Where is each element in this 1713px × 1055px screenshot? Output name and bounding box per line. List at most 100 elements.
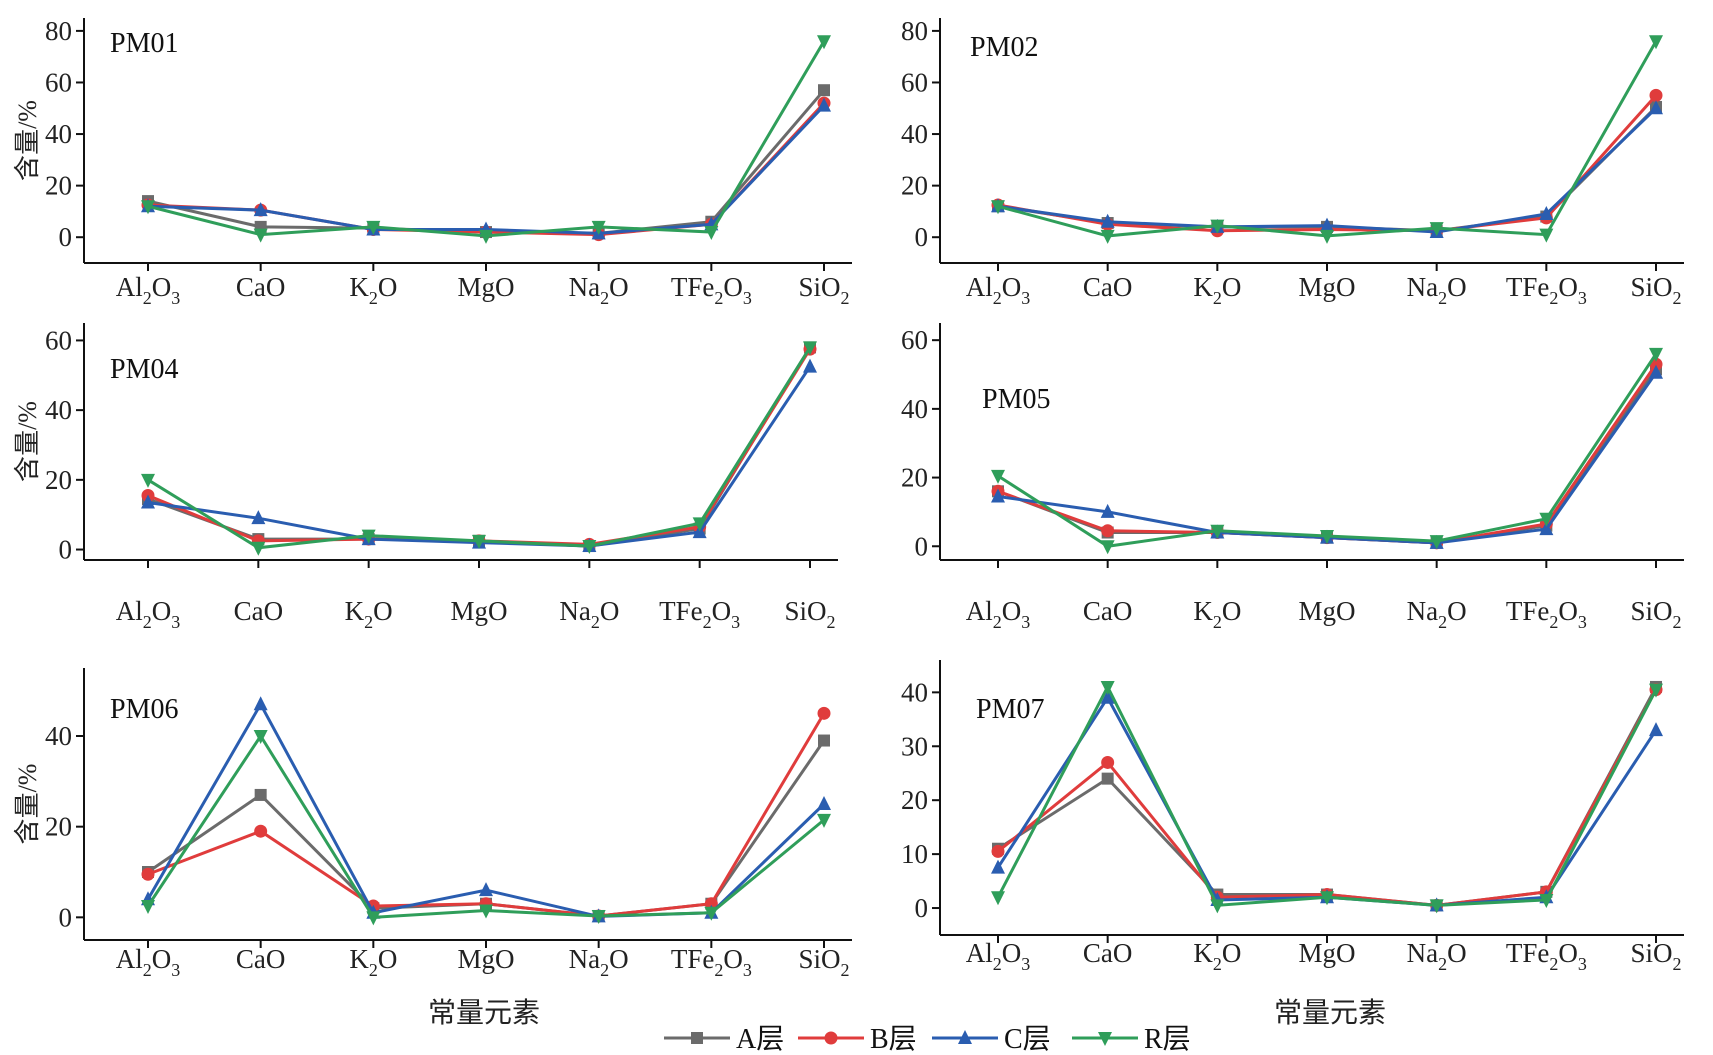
x-tick-label: Al2O3 <box>966 272 1031 308</box>
x-tick-label: Na2O <box>569 272 629 308</box>
y-tick-label: 40 <box>45 395 72 425</box>
x-tick-label: SiO2 <box>784 596 835 632</box>
y-tick-label: 60 <box>45 67 72 97</box>
data-point <box>991 200 1005 215</box>
x-tick-label: MgO <box>1298 596 1355 626</box>
data-point <box>254 824 268 838</box>
series-C层 <box>141 97 831 240</box>
x-tick-label: CaO <box>234 596 284 626</box>
data-point <box>1539 228 1554 243</box>
y-tick-label: 40 <box>901 677 928 707</box>
data-point <box>479 229 493 244</box>
y-tick-label: 0 <box>59 535 73 565</box>
data-point <box>1429 535 1444 550</box>
panel-pm01: 0 20 40 60 80 Al2O3 CaO K2O MgO Na2O TFe2O3 SiO2 PM0… <box>13 16 852 308</box>
series-line <box>997 94 1658 233</box>
y-tick-label: 10 <box>901 839 928 869</box>
panel-title: PM01 <box>110 28 178 59</box>
y-tick-label: 80 <box>901 16 928 46</box>
series-A层 <box>142 341 816 553</box>
data-point <box>818 734 830 747</box>
y-tick-label: 60 <box>901 325 928 355</box>
x-tick-label: TFe2O3 <box>659 596 740 632</box>
data-point <box>361 529 376 544</box>
series-C层 <box>991 689 1663 912</box>
y-tick-label: 30 <box>901 731 928 761</box>
data-point <box>991 469 1005 484</box>
legend-item: R层 <box>1072 1024 1191 1055</box>
panel-pm07: 0 10 20 30 40 Al2O3 CaO K2O MgO Na2O TFe2O3 SiO2 PM0… <box>901 660 1684 974</box>
y-tick-label: 0 <box>59 902 73 932</box>
legend-label: B层 <box>870 1024 917 1055</box>
data-point <box>817 813 831 828</box>
data-point <box>1429 222 1444 237</box>
series-B层 <box>991 357 1663 550</box>
data-point <box>253 228 268 243</box>
x-tick-label: TFe2O3 <box>1506 272 1587 308</box>
series-A层 <box>992 100 1662 237</box>
y-tick-label: 0 <box>59 222 73 252</box>
data-point <box>991 859 1005 874</box>
series-R层 <box>991 680 1663 914</box>
x-tick-label: TFe2O3 <box>671 944 752 980</box>
data-point <box>1101 755 1115 769</box>
data-point <box>1539 521 1554 536</box>
x-axis-label: 常量元素 <box>1274 997 1386 1029</box>
x-tick-label: CaO <box>1083 938 1133 968</box>
y-tick-label: 40 <box>901 394 928 424</box>
series-B层 <box>141 96 831 242</box>
data-point <box>1101 772 1114 785</box>
data-point <box>591 909 606 924</box>
data-point <box>1539 893 1554 908</box>
data-point <box>1649 364 1663 379</box>
x-tick-label: SiO2 <box>798 944 849 980</box>
y-tick-label: 20 <box>901 171 928 201</box>
data-point <box>253 202 268 217</box>
x-tick-label: Na2O <box>1407 938 1467 974</box>
legend: A层 B层 C层 R层 <box>664 1024 1191 1055</box>
data-point <box>366 911 381 926</box>
data-point <box>1100 229 1115 244</box>
y-axis-label: 含量/% <box>13 100 42 181</box>
data-point <box>1649 35 1663 50</box>
x-tick-label: Na2O <box>559 596 619 632</box>
y-tick-label: 20 <box>45 812 72 842</box>
y-tick-label: 20 <box>901 785 928 815</box>
x-tick-label: Na2O <box>1407 272 1467 308</box>
x-tick-label: K2O <box>1193 938 1241 974</box>
series-line <box>147 365 812 548</box>
data-point <box>141 867 155 881</box>
series-C层 <box>141 358 817 553</box>
x-tick-label: CaO <box>1083 272 1133 302</box>
data-point <box>1210 899 1225 914</box>
x-tick-label: CaO <box>236 272 286 302</box>
series-A层 <box>992 363 1662 549</box>
series-line <box>997 368 1658 545</box>
x-tick-label: MgO <box>1298 272 1355 302</box>
series-A层 <box>142 84 830 240</box>
data-point <box>1100 213 1115 228</box>
x-tick-label: SiO2 <box>1630 272 1681 308</box>
data-point <box>251 510 266 525</box>
data-point <box>803 358 817 373</box>
legend-label: C层 <box>1004 1024 1051 1055</box>
y-tick-label: 40 <box>45 119 72 149</box>
data-point <box>1101 524 1115 538</box>
data-point <box>479 904 493 919</box>
y-tick-label: 0 <box>915 893 929 923</box>
x-tick-label: Al2O3 <box>116 596 181 632</box>
data-point <box>1539 206 1554 220</box>
series-R层 <box>991 347 1663 555</box>
data-point <box>1649 722 1663 737</box>
legend-marker <box>958 1030 972 1044</box>
x-tick-label: MgO <box>450 596 507 626</box>
data-point <box>251 541 266 556</box>
y-tick-label: 60 <box>45 325 72 355</box>
x-tick-label: K2O <box>349 944 397 980</box>
series-R层 <box>141 730 831 926</box>
x-tick-label: Na2O <box>1407 596 1467 632</box>
data-point <box>1100 503 1115 518</box>
data-point <box>1100 540 1115 555</box>
legend-marker <box>1098 1032 1112 1046</box>
legend-marker <box>691 1032 703 1044</box>
